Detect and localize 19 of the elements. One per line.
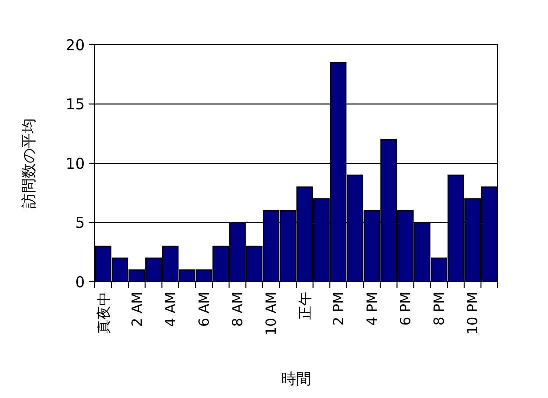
x-tick-label: 6 PM <box>398 292 415 326</box>
x-tick-label: 10 PM <box>466 292 482 335</box>
x-tick-label: 2 AM <box>130 292 146 328</box>
y-axis-title: 訪問数の平均 <box>20 118 38 208</box>
x-tick-label: 8 PM <box>432 292 448 326</box>
x-tick-label: 4 PM <box>364 292 381 326</box>
y-tick-label: 0 <box>75 273 85 292</box>
x-tick-label: 6 AM <box>197 292 214 328</box>
x-tick-label: 正午 <box>298 292 314 320</box>
y-tick-label: 5 <box>75 214 85 232</box>
x-tick-label: 真夜中 <box>96 292 112 334</box>
x-tick-label: 4 AM <box>163 292 180 328</box>
y-tick-label: 15 <box>66 96 85 114</box>
x-axis-title: 時間 <box>282 370 312 388</box>
x-tick-label: 8 AM <box>230 292 247 328</box>
x-tick-label: 10 AM <box>264 292 280 336</box>
y-tick-label: 10 <box>66 154 85 173</box>
y-tick-label: 20 <box>66 36 85 54</box>
x-tick-label: 2 PM <box>331 292 348 326</box>
